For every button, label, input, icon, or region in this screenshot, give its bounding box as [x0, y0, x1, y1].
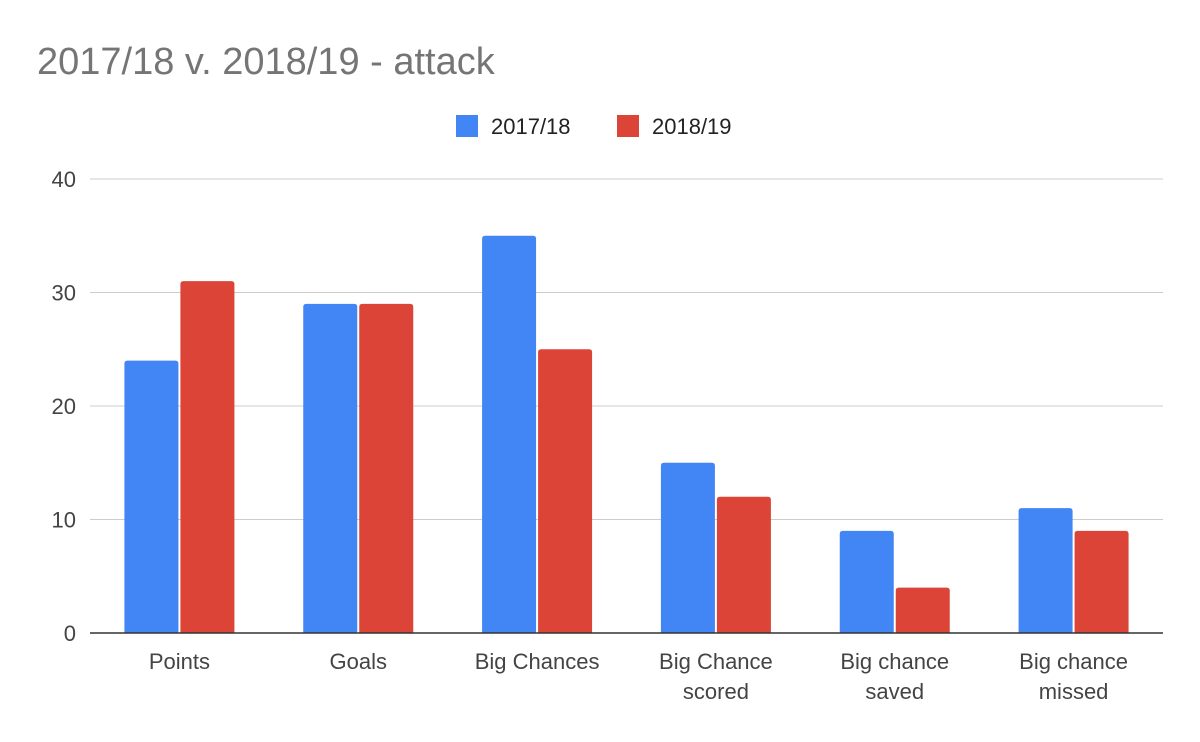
bar-1-4: [660, 462, 715, 633]
bar-2-6: [1074, 530, 1129, 633]
bar-2-5: [895, 587, 950, 633]
bar-2-4: [716, 496, 771, 633]
bar-1-6: [1018, 508, 1073, 633]
legend-label-1: 2017/18: [491, 114, 571, 139]
bar-1-1: [124, 360, 179, 633]
x-category-label-5: Big chance saved: [840, 649, 949, 704]
x-category-label-4: Big Chance scored: [659, 649, 773, 704]
y-tick-label-40: 40: [52, 167, 76, 192]
bar-2-3: [538, 349, 593, 633]
legend-swatch-1: [456, 115, 478, 137]
bar-1-5: [839, 530, 894, 633]
x-category-label-6: Big chance missed: [1019, 649, 1128, 704]
x-category-label-3: Big Chances: [475, 649, 600, 674]
y-axis-tick-labels: 0 10 20 30 40: [52, 167, 76, 646]
y-tick-label-0: 0: [64, 621, 76, 646]
legend-label-2: 2018/19: [652, 114, 732, 139]
y-tick-label-20: 20: [52, 394, 76, 419]
bar-1-3: [482, 235, 537, 633]
chart-gridlines: [90, 178, 1163, 520]
x-category-label-1: Points: [149, 649, 210, 674]
bar-2-2: [359, 303, 414, 633]
y-tick-label-10: 10: [52, 508, 76, 533]
y-tick-label-30: 30: [52, 281, 76, 306]
chart-legend: 2017/18 2018/19: [456, 114, 732, 139]
bar-1-2: [303, 303, 358, 633]
legend-swatch-2: [617, 115, 639, 137]
bar-2-1: [180, 281, 235, 633]
chart-title: 2017/18 v. 2018/19 - attack: [37, 41, 496, 83]
chart-bars: [124, 235, 1129, 633]
x-axis-category-labels: Points Goals Big Chances Big Chance scored Bi…: [149, 649, 1128, 704]
x-category-label-2: Goals: [330, 649, 387, 674]
